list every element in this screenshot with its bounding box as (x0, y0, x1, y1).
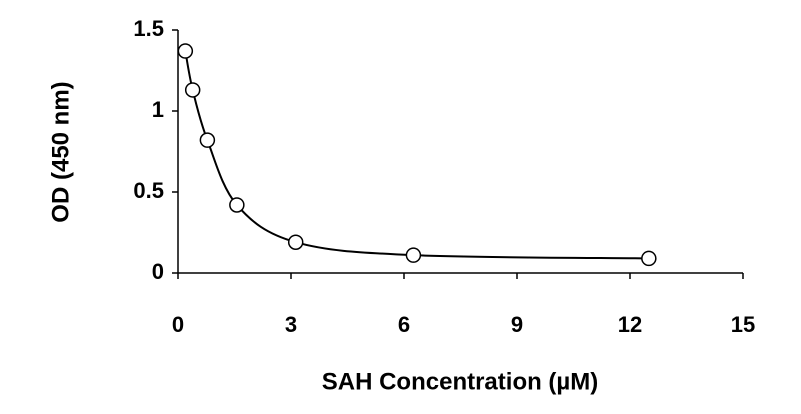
y-tick-label: 0.5 (133, 178, 164, 203)
point (177, 43, 194, 59)
point (199, 132, 216, 148)
point (405, 247, 422, 263)
y-tick-label: 1 (152, 97, 164, 122)
curve (184, 50, 649, 260)
y-axis-title: OD (450 nm) (47, 81, 74, 222)
point (229, 197, 245, 213)
x-axis-title: SAH Concentration (µM) (322, 368, 598, 395)
y-tick-label: 1.5 (133, 16, 164, 41)
x-tick-label: 6 (398, 312, 410, 337)
point (184, 82, 201, 98)
x-tick-label: 0 (172, 312, 184, 337)
x-tick-label: 3 (285, 312, 297, 337)
y-tick-label: 0 (152, 259, 164, 284)
x-tick-label: 9 (511, 312, 523, 337)
point (287, 234, 304, 250)
x-tick-label: 12 (618, 312, 642, 337)
point (641, 250, 657, 267)
x-tick-label: 15 (731, 312, 755, 337)
